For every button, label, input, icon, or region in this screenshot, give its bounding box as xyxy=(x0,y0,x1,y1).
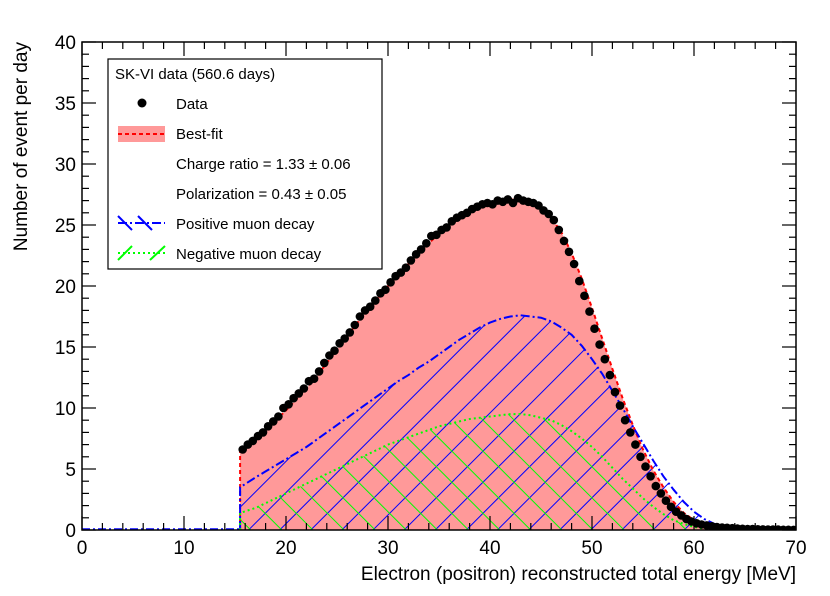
legend-negative-label: Negative muon decay xyxy=(176,246,322,263)
data-point xyxy=(626,428,635,437)
data-point xyxy=(401,263,411,273)
legend-polarization: Polarization = 0.43 ± 0.05 xyxy=(176,186,346,203)
x-tick-label: 50 xyxy=(581,538,602,559)
data-point xyxy=(569,259,579,269)
data-point xyxy=(340,334,350,343)
data-point xyxy=(575,276,584,286)
data-point xyxy=(386,278,395,287)
data-point xyxy=(600,354,610,364)
y-tick-label: 25 xyxy=(55,216,76,237)
data-point xyxy=(345,328,355,337)
data-point xyxy=(330,346,339,356)
data-point xyxy=(641,462,650,471)
plot-area xyxy=(82,193,796,530)
data-point xyxy=(381,285,390,295)
x-tick-label: 40 xyxy=(479,538,500,559)
data-point xyxy=(636,452,645,462)
y-tick-label: 20 xyxy=(55,277,76,298)
data-point xyxy=(274,412,283,421)
data-point xyxy=(299,384,309,393)
data-point xyxy=(595,340,604,349)
data-point xyxy=(258,428,268,437)
legend-box xyxy=(107,58,383,270)
data-point xyxy=(365,302,375,312)
legend-header: SK-VI data (560.6 days) xyxy=(115,66,275,83)
y-tick-label: 40 xyxy=(55,33,76,54)
data-point xyxy=(651,481,661,491)
x-tick-label: 10 xyxy=(173,538,194,559)
legend-data-marker xyxy=(137,98,147,108)
data-point xyxy=(620,415,630,425)
data-point xyxy=(284,400,293,409)
data-point xyxy=(442,223,451,232)
x-tick-label: 60 xyxy=(683,538,704,559)
y-tick-label: 10 xyxy=(55,399,76,420)
data-point xyxy=(416,245,426,254)
data-points xyxy=(238,193,796,530)
data-point xyxy=(590,324,599,334)
x-tick-label: 70 xyxy=(785,538,806,559)
data-point xyxy=(350,320,360,330)
data-point xyxy=(605,370,615,380)
negative-muon-line xyxy=(239,413,725,530)
data-point xyxy=(559,236,569,246)
data-point xyxy=(309,374,319,384)
legend-positive-label: Positive muon decay xyxy=(176,216,315,233)
data-point xyxy=(646,472,655,481)
data-point xyxy=(656,489,666,498)
y-axis: 0 5 10 15 20 25 30 35 40 xyxy=(55,33,796,542)
data-point xyxy=(789,525,796,530)
x-tick-label: 20 xyxy=(275,538,296,559)
data-point xyxy=(610,387,620,397)
data-point xyxy=(422,239,431,248)
legend-bestfit-label: Best-fit xyxy=(176,126,224,143)
data-point xyxy=(580,291,589,301)
data-point xyxy=(549,215,559,225)
data-point xyxy=(314,367,324,376)
x-tick-label: 0 xyxy=(77,538,88,559)
y-tick-label: 30 xyxy=(55,155,76,176)
data-point xyxy=(554,225,564,235)
data-point xyxy=(320,358,329,368)
data-point xyxy=(661,496,671,506)
legend-data-label: Data xyxy=(176,96,208,113)
y-tick-label: 15 xyxy=(55,338,76,359)
data-point xyxy=(544,209,553,219)
x-tick-label: 30 xyxy=(377,538,398,559)
legend-charge-ratio: Charge ratio = 1.33 ± 0.06 xyxy=(176,156,351,173)
positive-muon-line xyxy=(239,314,766,530)
data-point xyxy=(585,307,594,316)
y-axis-title: Number of event per day xyxy=(11,42,32,252)
data-point xyxy=(615,401,625,410)
data-point xyxy=(355,312,365,321)
legend-positive-swatch xyxy=(117,215,165,231)
x-axis-title: Electron (positron) reconstructed total … xyxy=(361,564,796,585)
legend-negative-swatch xyxy=(117,245,166,261)
data-point xyxy=(371,296,380,305)
legend: SK-VI data (560.6 days) Data Best-fit Ch… xyxy=(107,58,383,270)
y-tick-label: 0 xyxy=(65,521,76,542)
data-point xyxy=(564,247,574,257)
data-point xyxy=(631,440,640,449)
data-point xyxy=(406,256,416,265)
negative-muon-area xyxy=(240,414,725,530)
y-tick-label: 5 xyxy=(65,460,76,481)
x-axis: 0 10 20 30 40 50 60 70 xyxy=(77,42,807,559)
y-tick-label: 35 xyxy=(55,94,76,115)
